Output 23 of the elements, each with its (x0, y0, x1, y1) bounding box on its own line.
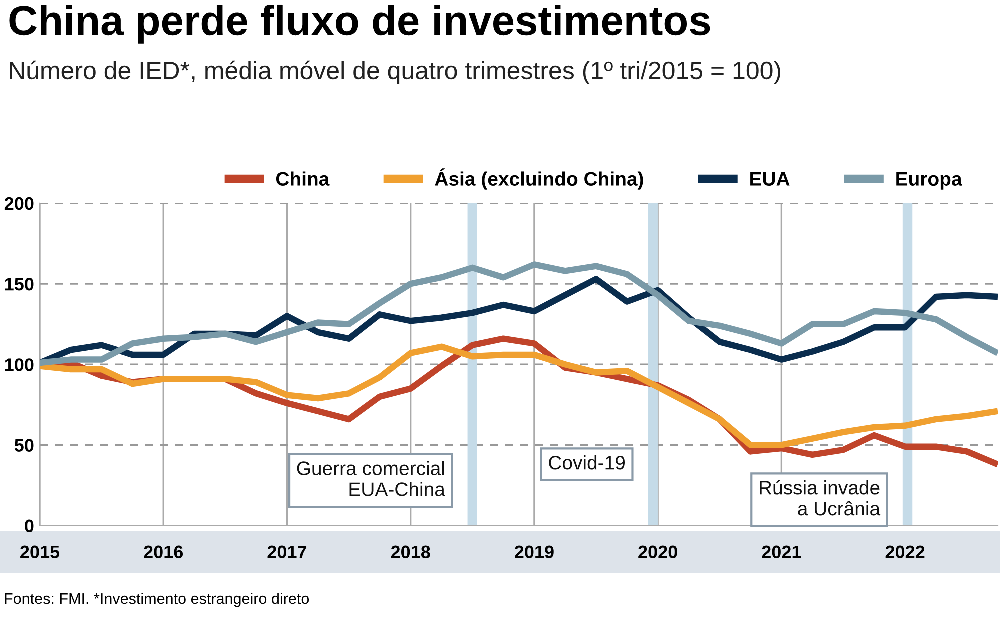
x-tick-label: 2019 (514, 546, 554, 559)
chart-subtitle: Número de IED*, média móvel de quatro trimestres (1º tri/2015 = 100) (10, 60, 781, 85)
x-tick-label: 2022 (886, 546, 925, 559)
legend-label: China (276, 172, 330, 186)
legend-label: Europa (896, 172, 962, 190)
ref-line-label: Rússia invade a Ucrânia (760, 480, 881, 516)
ref-line-label: Guerra comercial EUA-China (297, 461, 446, 496)
text: Fontes: FMI. *Investimento estrangeiro direto (5, 592, 310, 608)
x-tick-label: 2020 (638, 546, 678, 559)
y-tick-label: 50 (14, 439, 34, 452)
x-tick-label: 2017 (268, 546, 307, 559)
y-tick-label: 150 (5, 278, 34, 291)
ref-line-label: Covid-19 (549, 456, 626, 470)
x-tick-label: 2018 (391, 546, 430, 559)
legend-label: EUA (750, 172, 790, 186)
chart-title: China perde fluxo de investimentos (10, 4, 710, 44)
y-tick-label: 0 (25, 520, 34, 533)
y-tick-label: 100 (5, 358, 34, 372)
x-tick-label: 2015 (20, 546, 60, 559)
x-tick-label: 2021 (762, 546, 802, 559)
y-tick-label: 200 (4, 197, 34, 210)
x-tick-label: 2016 (144, 546, 184, 559)
legend-label: Ásia (excluindo China) (435, 168, 644, 190)
